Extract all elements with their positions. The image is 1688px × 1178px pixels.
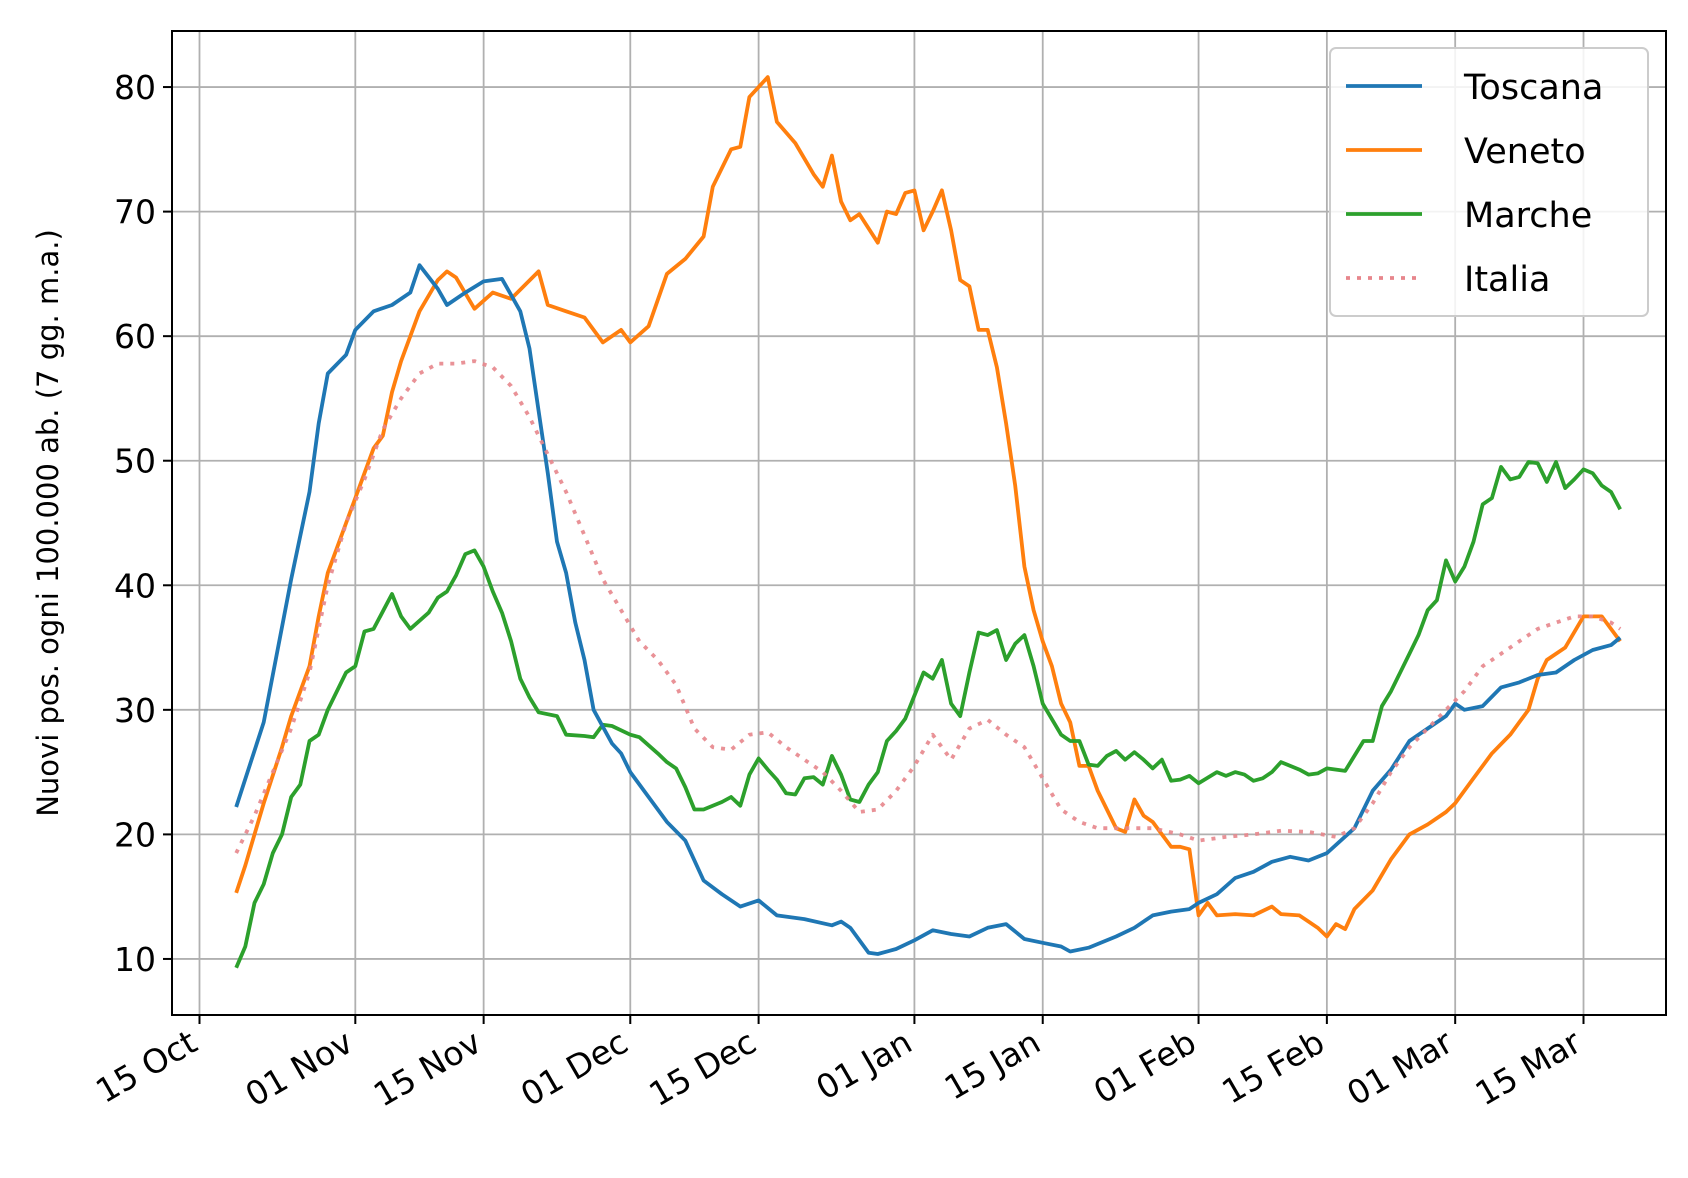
x-tick-label: 01 Dec: [514, 1022, 634, 1114]
y-tick-label: 10: [114, 940, 156, 979]
x-axis: 15 Oct 01 Nov 15 Nov 01 Dec 15 Dec 01 Jan 15 J…: [89, 1015, 1588, 1114]
x-tick-label: 15 Oct: [89, 1022, 203, 1111]
series-line-marche: [234, 460, 1622, 969]
legend-box: [1329, 47, 1649, 317]
series-line-toscana: [234, 263, 1622, 956]
plot-frame: [171, 30, 1667, 1016]
x-tick-label: 15 Feb: [1215, 1022, 1331, 1111]
x-tick-label: 15 Nov: [367, 1022, 488, 1114]
legend: Toscana Veneto Marche Italia: [1329, 47, 1649, 317]
x-tick-label: 15 Dec: [642, 1022, 762, 1114]
series-layer: [234, 75, 1622, 969]
legend-label-italia: Italia: [1464, 260, 1550, 300]
y-axis-label: Nuovi pos. ogni 100.000 ab. (7 gg. m.a.): [31, 229, 65, 817]
x-tick-label: 01 Nov: [239, 1022, 360, 1114]
legend-label-toscana: Toscana: [1463, 68, 1603, 108]
y-tick-label: 40: [114, 566, 156, 605]
x-tick-label: 01 Jan: [809, 1022, 918, 1107]
y-tick-label: 30: [114, 691, 156, 730]
series-line-veneto: [234, 75, 1622, 939]
y-tick-label: 20: [114, 815, 156, 854]
legend-label-veneto: Veneto: [1464, 132, 1586, 172]
x-tick-label: 01 Feb: [1087, 1022, 1203, 1111]
x-tick-label: 01 Mar: [1340, 1022, 1459, 1113]
y-axis: 10 20 30 40 50 60 70 80: [114, 68, 172, 979]
x-tick-label: 15 Mar: [1469, 1022, 1588, 1113]
y-tick-label: 70: [114, 193, 156, 232]
y-tick-label: 60: [114, 317, 156, 356]
x-tick-label: 15 Jan: [938, 1022, 1047, 1107]
series-line-italia: [234, 359, 1622, 854]
y-tick-label: 80: [114, 68, 156, 107]
legend-label-marche: Marche: [1464, 196, 1592, 236]
grid-lines: [172, 31, 1666, 1015]
y-tick-label: 50: [114, 442, 156, 481]
